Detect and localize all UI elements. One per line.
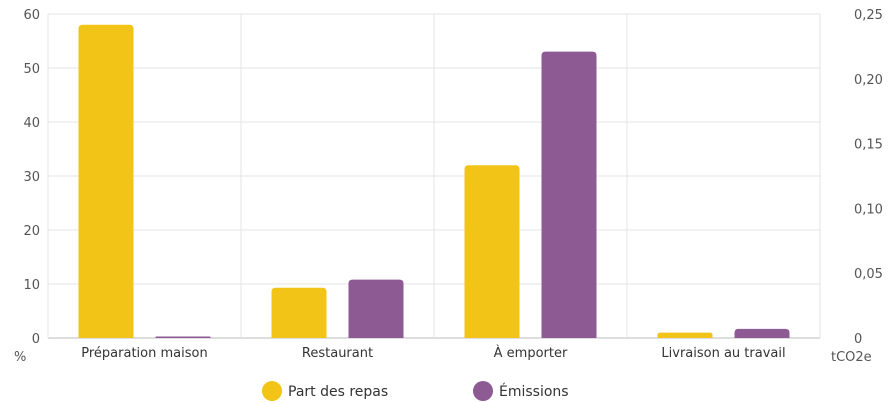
left-tick-label: 40 xyxy=(23,116,40,131)
right-tick-label: 0,15 xyxy=(854,138,883,153)
right-tick-label: 0,10 xyxy=(854,202,883,217)
left-tick-label: 0 xyxy=(32,332,40,347)
bar-part-des-repas xyxy=(464,165,520,338)
right-tick-label: 0,25 xyxy=(854,8,883,23)
grid-lines xyxy=(47,13,821,339)
category-label: Préparation maison xyxy=(81,346,207,361)
bar-part-des-repas xyxy=(657,332,713,338)
left-tick-label: 50 xyxy=(23,62,40,77)
right-tick-label: 0,05 xyxy=(854,267,883,282)
left-axis-unit: % xyxy=(14,350,26,365)
legend: Part des repas Émissions xyxy=(262,381,569,401)
category-label: Livraison au travail xyxy=(661,346,785,361)
bar-emissions xyxy=(541,51,597,339)
left-tick-label: 20 xyxy=(23,224,40,239)
left-tick-label: 30 xyxy=(23,170,40,185)
legend-swatch xyxy=(262,381,282,401)
bar-emissions xyxy=(348,279,404,338)
legend-swatch xyxy=(473,381,493,401)
right-tick-label: 0 xyxy=(854,332,862,347)
bar-part-des-repas xyxy=(271,287,327,338)
category-label: À emporter xyxy=(494,345,568,361)
bars xyxy=(78,24,790,339)
left-tick-label: 10 xyxy=(23,278,40,293)
legend-label: Part des repas xyxy=(288,384,388,400)
left-axis-ticks: 0 10 20 30 40 50 60 xyxy=(23,8,40,347)
category-labels: Préparation maison Restaurant À emporter Li… xyxy=(81,345,785,361)
left-tick-label: 60 xyxy=(23,8,40,23)
legend-label: Émissions xyxy=(499,383,569,400)
right-axis-unit: tCO2e xyxy=(831,350,872,365)
category-label: Restaurant xyxy=(302,346,373,361)
right-axis-ticks: 0 0,05 0,10 0,15 0,20 0,25 xyxy=(854,8,883,347)
right-tick-label: 0,20 xyxy=(854,73,883,88)
bar-part-des-repas xyxy=(78,24,134,339)
bar-emissions xyxy=(155,336,211,338)
bar-emissions xyxy=(734,328,790,338)
